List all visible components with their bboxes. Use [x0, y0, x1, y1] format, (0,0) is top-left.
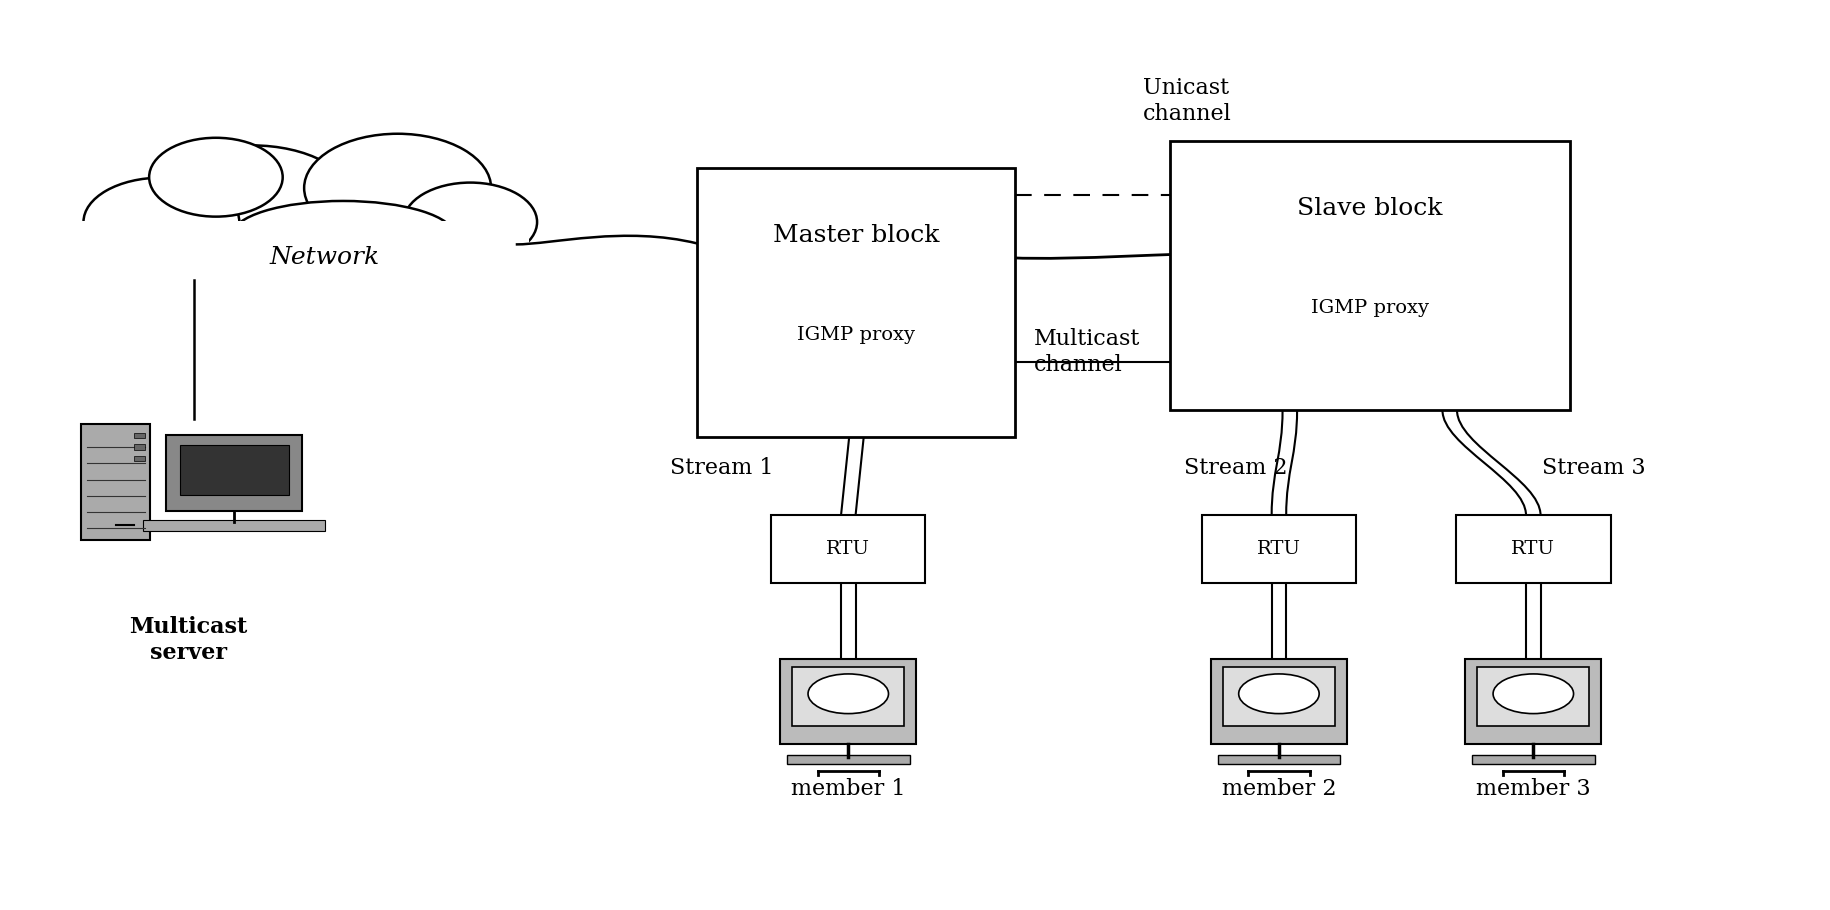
Ellipse shape [304, 134, 490, 242]
FancyBboxPatch shape [697, 168, 1016, 437]
Ellipse shape [152, 146, 351, 254]
Circle shape [1239, 674, 1318, 713]
Text: Multicast
channel: Multicast channel [1034, 329, 1140, 376]
Ellipse shape [148, 137, 282, 217]
Ellipse shape [232, 201, 454, 270]
FancyBboxPatch shape [167, 435, 302, 511]
FancyBboxPatch shape [1471, 754, 1594, 763]
FancyBboxPatch shape [770, 515, 924, 582]
Text: member 1: member 1 [791, 778, 906, 800]
FancyBboxPatch shape [134, 444, 145, 450]
FancyBboxPatch shape [134, 432, 145, 438]
Text: Stream 3: Stream 3 [1541, 458, 1645, 480]
FancyBboxPatch shape [1477, 666, 1588, 726]
Text: IGMP proxy: IGMP proxy [798, 326, 915, 344]
Text: Network: Network [269, 247, 381, 269]
Text: Stream 2: Stream 2 [1184, 458, 1286, 480]
FancyBboxPatch shape [1200, 515, 1356, 582]
FancyBboxPatch shape [81, 424, 150, 541]
FancyBboxPatch shape [780, 659, 915, 744]
FancyBboxPatch shape [134, 456, 145, 461]
Text: member 2: member 2 [1221, 778, 1336, 800]
Text: Stream 1: Stream 1 [670, 458, 774, 480]
FancyBboxPatch shape [143, 520, 324, 531]
Ellipse shape [84, 134, 529, 301]
Circle shape [807, 674, 888, 713]
FancyBboxPatch shape [1217, 754, 1340, 763]
FancyBboxPatch shape [1169, 141, 1568, 410]
Text: Master block: Master block [772, 224, 939, 247]
Text: RTU: RTU [825, 541, 869, 558]
Text: Multicast
server: Multicast server [130, 616, 247, 663]
Text: Slave block: Slave block [1296, 197, 1442, 220]
FancyBboxPatch shape [1222, 666, 1334, 726]
FancyBboxPatch shape [1464, 659, 1601, 744]
Ellipse shape [84, 177, 240, 267]
FancyBboxPatch shape [179, 445, 289, 495]
Ellipse shape [403, 183, 536, 261]
FancyBboxPatch shape [48, 221, 529, 280]
FancyBboxPatch shape [1210, 659, 1347, 744]
Text: member 3: member 3 [1475, 778, 1590, 800]
FancyBboxPatch shape [787, 754, 910, 763]
Text: Unicast
channel: Unicast channel [1142, 77, 1232, 125]
Text: IGMP proxy: IGMP proxy [1310, 299, 1427, 317]
Text: RTU: RTU [1257, 541, 1299, 558]
Text: RTU: RTU [1510, 541, 1554, 558]
Circle shape [1491, 674, 1572, 713]
FancyBboxPatch shape [792, 666, 904, 726]
FancyBboxPatch shape [1455, 515, 1610, 582]
